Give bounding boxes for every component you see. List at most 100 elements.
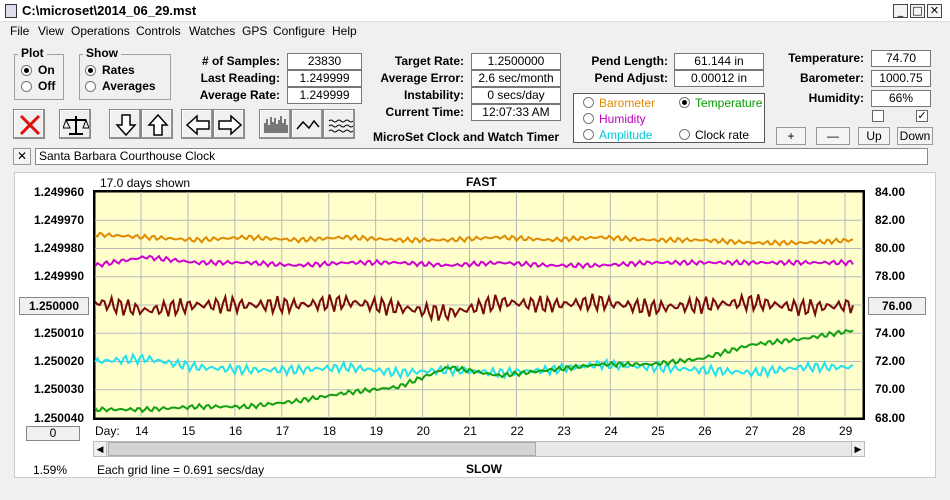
current-time-label: Current Time: [385,105,464,119]
days-shown-label: 17.0 days shown [100,176,191,190]
menu-file[interactable]: File [10,24,30,38]
x-tick-label: 21 [463,424,477,438]
y-left-tick: 1.250040 [33,411,84,425]
temperature-radio[interactable] [679,97,690,108]
humidity-value: 66% [871,90,931,107]
x-tick-label: 26 [698,424,712,438]
arrow-down-icon [115,114,137,137]
up-button[interactable]: Up [858,127,890,145]
amplitude-option: Amplitude [599,128,653,142]
stop-button[interactable] [13,109,45,139]
average-rate-label: Average Rate: [199,88,280,102]
pend-length-value[interactable]: 61.144 in [674,53,764,70]
samples-value: 23830 [287,53,362,70]
clock-rate-radio[interactable] [679,129,690,140]
bar-chart-button[interactable] [259,109,291,139]
arrow-right-button[interactable] [213,109,245,139]
x-tick-label: 27 [745,424,759,438]
menu-watches[interactable]: Watches [189,24,236,38]
maximize-button[interactable]: □ [910,4,925,18]
scroll-left-arrow[interactable]: ◀ [93,441,107,457]
current-time-value: 12:07:33 AM [471,104,561,121]
y-right-tick: 84.00 [875,185,906,199]
y-left-tick: 1.249970 [33,213,84,227]
title-bar: C:\microset\2014_06_29.mst _ □ ✕ [0,0,950,22]
x-tick-label: 15 [181,424,196,438]
pend-adjust-value[interactable]: 0.00012 in [674,70,764,87]
menu-gps[interactable]: GPS [242,24,268,38]
down-button[interactable]: Down [897,127,933,145]
x-tick-label: 29 [839,424,853,438]
average-error-value: 2.6 sec/month [471,70,561,87]
y-right-tick: 72.00 [875,354,906,368]
menu-controls[interactable]: Controls [136,24,181,38]
x-tick-label: 22 [510,424,524,438]
series-line-humidity [94,254,854,270]
bar-chart-icon [264,116,288,133]
wave-button[interactable] [291,109,323,139]
last-reading-label: Last Reading: [200,71,280,85]
arrow-up-button[interactable] [141,109,173,139]
show-averages-label: Averages [102,79,156,93]
x-tick-label: 28 [792,424,806,438]
checkbox-2[interactable]: ✓ [916,110,928,122]
clock-name-input[interactable]: Santa Barbara Courthouse Clock [35,148,928,165]
rate-center-button[interactable]: 1.250000 [19,297,89,315]
minus-button[interactable]: — [816,127,850,145]
x-tick-label: 24 [604,424,618,438]
zero-button[interactable]: 0 [26,426,80,441]
menu-help[interactable]: Help [332,24,357,38]
grid-note: Each grid line = 0.691 secs/day [97,463,265,477]
arrow-right-icon [218,114,243,136]
app-icon [5,4,17,18]
app-subtitle: MicroSet Clock and Watch Timer [373,130,560,144]
arrow-up-icon [147,113,169,136]
slow-label: SLOW [466,462,502,476]
plot-off-radio[interactable] [21,81,32,92]
target-rate-value[interactable]: 1.2500000 [471,53,561,70]
plus-button[interactable]: + [776,127,806,145]
x-tick-label: 14 [135,424,149,438]
y-left-tick: 1.249960 [33,185,84,199]
y-right-tick: 78.00 [875,269,906,283]
show-averages-radio[interactable] [85,81,96,92]
checkbox-1[interactable] [872,110,884,122]
scroll-thumb[interactable] [108,442,536,456]
plot-on-label: On [38,63,55,77]
x-tick-label: 20 [416,424,430,438]
plot-off-label: Off [38,79,56,93]
series-line-clock-rate [94,291,854,323]
balance-button[interactable] [59,109,91,139]
close-button[interactable]: ✕ [927,4,942,18]
show-rates-radio[interactable] [85,65,96,76]
noise-icon [328,119,353,133]
barometer-radio[interactable] [583,97,594,108]
instability-value: 0 secs/day [471,87,561,104]
y-right-tick: 82.00 [875,213,906,227]
minimize-button[interactable]: _ [893,4,908,18]
humidity-radio[interactable] [583,113,594,124]
barometer-option: Barometer [599,96,656,110]
plot-group-label: Plot [18,46,47,60]
last-reading-value: 1.249999 [287,70,362,87]
y-right-tick: 70.00 [875,382,906,396]
x-axis: 14 15 16 17 18 19 20 21 22 23 24 25 26 27 28 29 [93,424,865,440]
amplitude-radio[interactable] [583,129,594,140]
x-tick-label: 18 [322,424,337,438]
arrow-left-button[interactable] [181,109,213,139]
menu-operations[interactable]: Operations [71,24,130,38]
plot-on-radio[interactable] [21,65,32,76]
temp-center-button[interactable]: 76.00 [868,297,926,315]
menu-configure[interactable]: Configure [273,24,326,38]
clear-name-button[interactable]: ✕ [13,148,31,165]
pend-adjust-label: Pend Adjust: [594,71,668,85]
menu-view[interactable]: View [38,24,64,38]
humidity-option: Humidity [599,112,646,126]
wave-icon [296,119,320,130]
noise-button[interactable] [323,109,355,139]
instability-label: Instability: [403,88,464,102]
scroll-right-arrow[interactable]: ▶ [851,441,865,457]
show-rates-label: Rates [102,63,135,77]
humidity-label: Humidity: [808,91,864,105]
arrow-down-button[interactable] [109,109,141,139]
